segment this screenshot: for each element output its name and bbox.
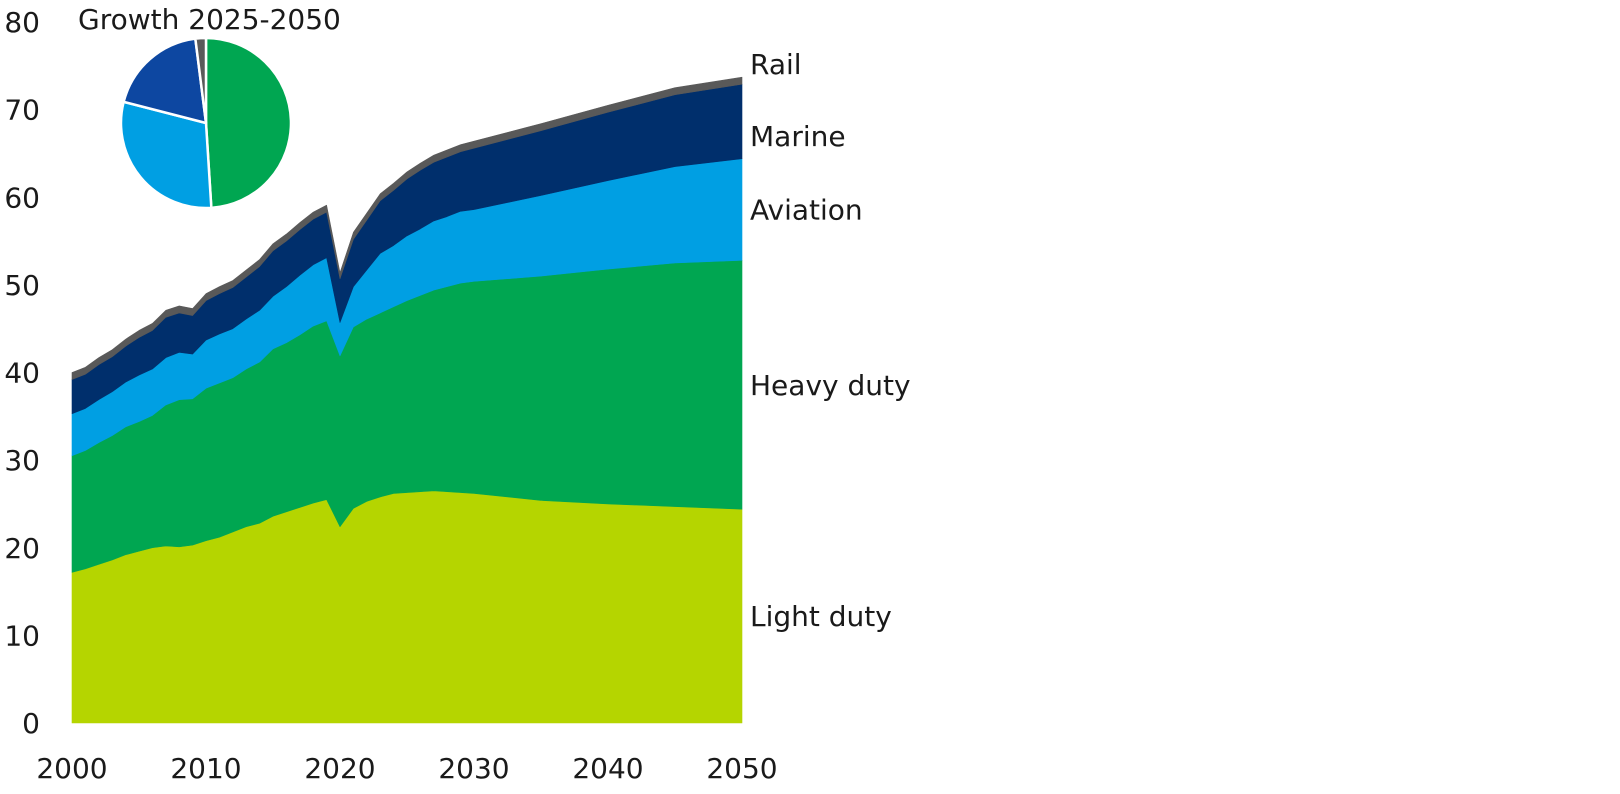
area-series-group bbox=[71, 76, 743, 724]
pie-slice-rail bbox=[194, 36, 208, 125]
y-tick-label: 40 bbox=[4, 357, 40, 390]
y-tick-label: 20 bbox=[4, 532, 40, 565]
y-axis-ticks: 0 10 20 30 40 50 60 70 80 bbox=[4, 6, 40, 740]
y-tick-label: 50 bbox=[4, 269, 40, 302]
series-label-aviation: Aviation bbox=[750, 194, 863, 227]
pie-slices bbox=[119, 36, 293, 210]
y-tick-label: 30 bbox=[4, 444, 40, 477]
y-tick-label: 10 bbox=[4, 619, 40, 652]
y-tick-label: 70 bbox=[4, 94, 40, 127]
area-rail bbox=[71, 76, 743, 380]
x-tick-label: 2000 bbox=[36, 752, 107, 785]
series-labels: Light duty Heavy duty Aviation Marine Rail bbox=[750, 48, 911, 633]
series-label-heavy-duty: Heavy duty bbox=[750, 369, 911, 402]
y-tick-label: 0 bbox=[22, 707, 40, 740]
x-tick-label: 2050 bbox=[706, 752, 777, 785]
x-axis-ticks: 2000 2010 2020 2030 2040 2050 bbox=[36, 752, 777, 785]
y-tick-label: 80 bbox=[4, 6, 40, 39]
growth-pie-chart: Growth 2025-2050 bbox=[78, 3, 341, 210]
x-tick-label: 2030 bbox=[438, 752, 509, 785]
pie-slice-heavy-duty bbox=[204, 36, 293, 210]
series-label-marine: Marine bbox=[750, 120, 846, 153]
series-label-light-duty: Light duty bbox=[750, 600, 892, 633]
pie-title: Growth 2025-2050 bbox=[78, 3, 341, 36]
series-label-rail: Rail bbox=[750, 48, 802, 81]
x-tick-label: 2020 bbox=[304, 752, 375, 785]
x-tick-label: 2040 bbox=[572, 752, 643, 785]
y-tick-label: 60 bbox=[4, 181, 40, 214]
x-tick-label: 2010 bbox=[170, 752, 241, 785]
pie-slice-marine bbox=[122, 37, 208, 125]
pie-slice-aviation bbox=[119, 100, 213, 210]
